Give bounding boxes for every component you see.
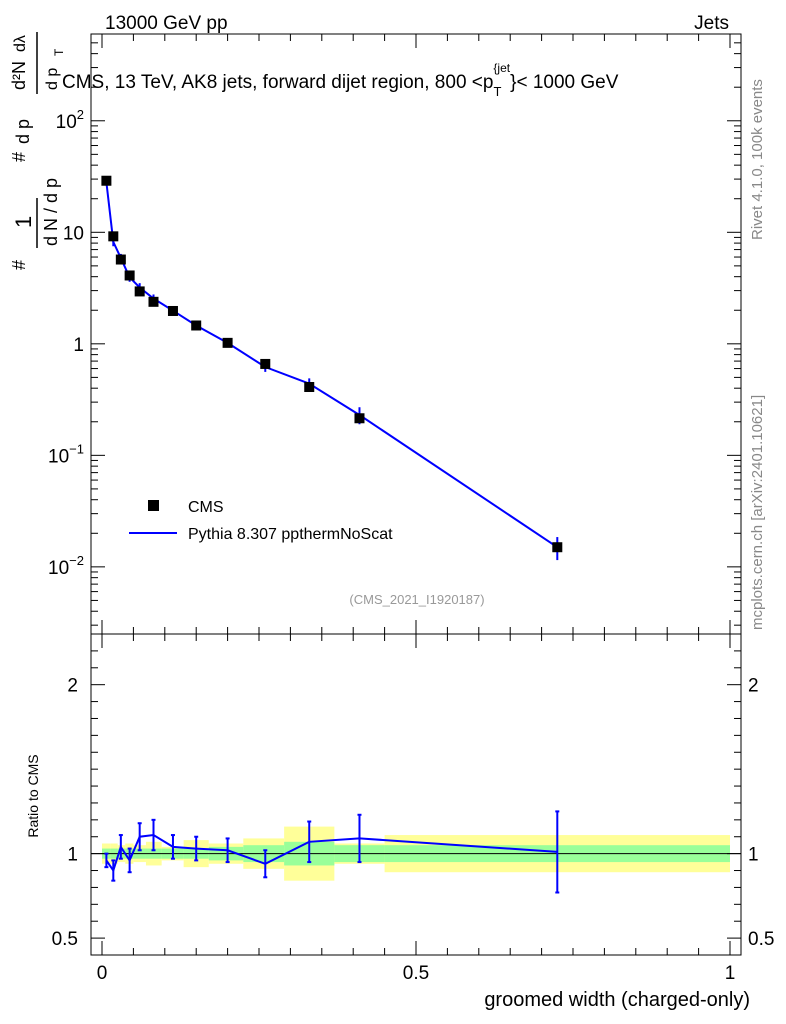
- analysis-watermark: (CMS_2021_I1920187): [349, 592, 484, 607]
- data-point: [304, 382, 315, 393]
- ratio-axis-ticks: [91, 633, 741, 956]
- legend-data-marker: [148, 500, 159, 511]
- main-plot-frame: [90, 33, 742, 635]
- data-point: [354, 413, 365, 424]
- ratio-y-tick-label-right: 1: [748, 845, 759, 866]
- data-point: [101, 175, 112, 186]
- ratio-y-tick-label-left: 0.5: [52, 929, 78, 950]
- main-y-tick-label: 102: [56, 107, 84, 133]
- ylabel-dlambda: dλ: [12, 35, 29, 52]
- title-sub: T: [493, 84, 501, 99]
- ratio-y-tick-label-left: 1: [67, 845, 78, 866]
- x-tick-label: 0.5: [403, 963, 429, 984]
- data-points: [101, 175, 563, 553]
- ratio-error-bars: [104, 810, 560, 894]
- legend-data-label: CMS: [188, 499, 224, 516]
- main-y-tick-label: 10−1: [48, 441, 84, 467]
- ratio-plot-frame: [90, 633, 742, 956]
- x-tick-labels: 0 0.5 1: [97, 963, 736, 984]
- main-y-tick-label: 10: [63, 223, 84, 244]
- ratio-y-tick-label-left: 2: [67, 676, 78, 697]
- data-point: [134, 286, 145, 297]
- mc-series-line: [105, 182, 558, 549]
- main-axis-ticks: [91, 33, 741, 634]
- data-point: [222, 337, 233, 348]
- main-y-tick-labels: 102 10 1 10−1 10−2: [48, 107, 84, 579]
- ylabel-dn: d N / d p: [41, 178, 61, 246]
- ratio-y-tick-label-right: 0.5: [748, 929, 774, 950]
- x-tick-label: 1: [725, 963, 736, 984]
- rivet-label: Rivet 4.1.0, 100k events: [749, 79, 766, 240]
- x-tick-label: 0: [97, 963, 108, 984]
- ylabel-dpt: d p: [13, 119, 33, 144]
- data-point: [108, 231, 119, 242]
- data-point: [124, 270, 135, 281]
- data-point: [148, 296, 159, 307]
- ratio-y-tick-labels: 0.5 0.5 1 1 2 2: [52, 676, 775, 950]
- mcplots-label: mcplots.cern.ch [arXiv:2401.10621]: [749, 395, 766, 630]
- data-point: [167, 305, 178, 316]
- ylabel-d2n: d²N: [9, 61, 29, 90]
- legend: CMS Pythia 8.307 ppthermNoScat: [129, 499, 393, 543]
- legend-mc-label: Pythia 8.307 ppthermNoScat: [188, 526, 393, 543]
- ratio-y-tick-label-right: 2: [748, 676, 759, 697]
- ylabel-hash2: #: [9, 152, 29, 162]
- data-point: [260, 358, 271, 369]
- main-y-tick-label: 10−2: [48, 553, 84, 579]
- data-point: [191, 320, 202, 331]
- header-right: Jets: [694, 13, 729, 34]
- ylabel-t2: T: [52, 48, 66, 56]
- main-y-tick-label: 1: [73, 335, 84, 356]
- ylabel-hash1: #: [9, 260, 29, 270]
- data-point: [115, 254, 126, 265]
- ylabel-one: 1: [11, 216, 36, 228]
- data-point: [552, 542, 563, 553]
- x-axis-label: groomed width (charged-only): [484, 989, 750, 1011]
- title-main: CMS, 13 TeV, AK8 jets, forward dijet reg…: [62, 72, 493, 93]
- title-sup: {jet: [493, 61, 510, 75]
- title-tail: }< 1000 GeV: [510, 72, 619, 93]
- ylabel-dpt2: d p: [44, 68, 61, 90]
- ratio-y-label: Ratio to CMS: [25, 754, 41, 837]
- y-axis-label: # 1 d N / d p # d p d²N d p T dλ: [9, 32, 66, 270]
- header-left: 13000 GeV pp: [105, 13, 228, 34]
- plot-title: CMS, 13 TeV, AK8 jets, forward dijet reg…: [62, 61, 619, 99]
